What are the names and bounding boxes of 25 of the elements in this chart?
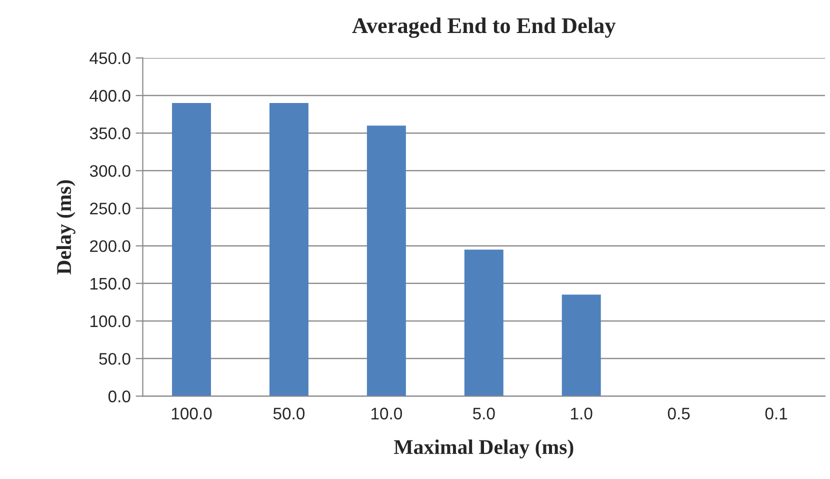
bar xyxy=(366,126,406,396)
x-tick-label: 100.0 xyxy=(172,408,212,420)
y-tick-label: 400.0 xyxy=(90,90,130,102)
chart-title: Averaged End to End Delay xyxy=(352,18,616,38)
y-tick-label: 100.0 xyxy=(90,315,130,328)
y-tick-label: 150.0 xyxy=(90,278,130,290)
y-tick-label: 350.0 xyxy=(90,128,130,140)
x-tick-label: 50.0 xyxy=(273,408,305,420)
x-axis-title: Maximal Delay (ms) xyxy=(394,439,574,458)
y-tick-label: 450.0 xyxy=(90,52,130,64)
y-tick-label: 300.0 xyxy=(90,165,130,177)
x-tick-label: 1.0 xyxy=(571,408,592,420)
x-tick-label: 10.0 xyxy=(371,408,402,420)
bar xyxy=(562,294,601,396)
y-tick-label: 50.0 xyxy=(99,352,130,365)
x-tick-label: 5.0 xyxy=(472,408,495,420)
bar xyxy=(172,103,211,396)
y-axis-title: Delay (ms) xyxy=(56,180,76,274)
bar xyxy=(269,103,308,396)
x-tick-label: 0.5 xyxy=(668,408,690,420)
y-tick-label: 200.0 xyxy=(90,240,130,252)
y-tick-label: 0.0 xyxy=(108,390,130,402)
bar xyxy=(464,250,504,396)
x-tick-label: 0.1 xyxy=(765,408,788,420)
y-tick-label: 250.0 xyxy=(90,202,130,214)
